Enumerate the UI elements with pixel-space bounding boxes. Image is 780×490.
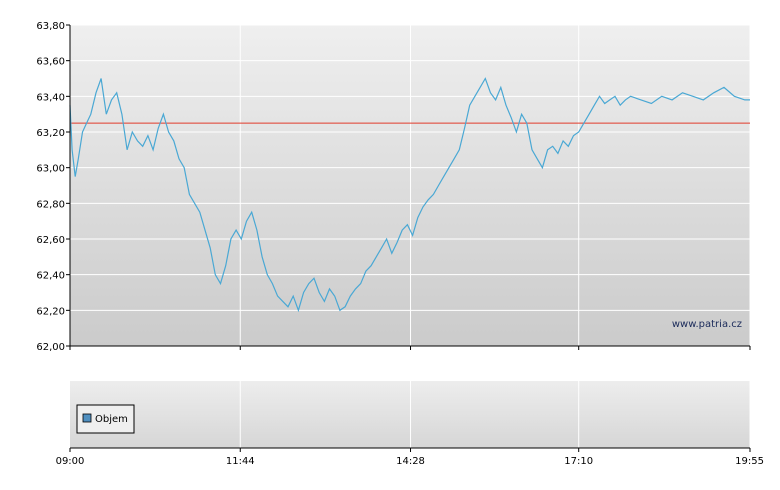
y-tick-label: 62,40: [36, 271, 65, 282]
x-tick-label: 17:10: [564, 456, 593, 467]
volume-plot-area: [70, 381, 750, 448]
y-tick-label: 62,80: [36, 199, 65, 210]
price-series-line: [69, 77, 750, 313]
x-tick-label: 09:00: [56, 456, 85, 467]
x-axis-ticks: 09:00 11:44 14:28 17:10 19:55: [56, 448, 764, 467]
y-tick-label: 63,00: [36, 164, 65, 175]
y-tick-label: 63,60: [36, 57, 65, 68]
price-grid: [70, 24, 751, 346]
y-tick-label: 62,20: [36, 306, 65, 317]
x-tick-label: 14:28: [396, 456, 425, 467]
price-x-ticks: [69, 346, 751, 350]
y-tick-label: 62,60: [36, 235, 65, 246]
y-axis-ticks: 62,00 62,20 62,40 62,60 62,80 63,00 63,20 63,40…: [36, 21, 70, 353]
y-tick-label: 63,40: [36, 92, 65, 103]
legend-swatch: [82, 413, 92, 423]
y-tick-label: 63,20: [36, 128, 65, 139]
volume-grid: [239, 381, 751, 448]
x-tick-label: 11:44: [226, 456, 255, 467]
price-plot-area: [70, 25, 750, 346]
y-tick-label: 62,00: [36, 342, 65, 353]
legend-box: [76, 404, 135, 434]
watermark: www.patria.cz: [672, 319, 742, 330]
y-tick-label: 63,80: [36, 21, 65, 32]
legend: Objem: [76, 404, 135, 434]
x-tick-label: 19:55: [735, 456, 764, 467]
legend-label: Objem: [95, 414, 128, 425]
